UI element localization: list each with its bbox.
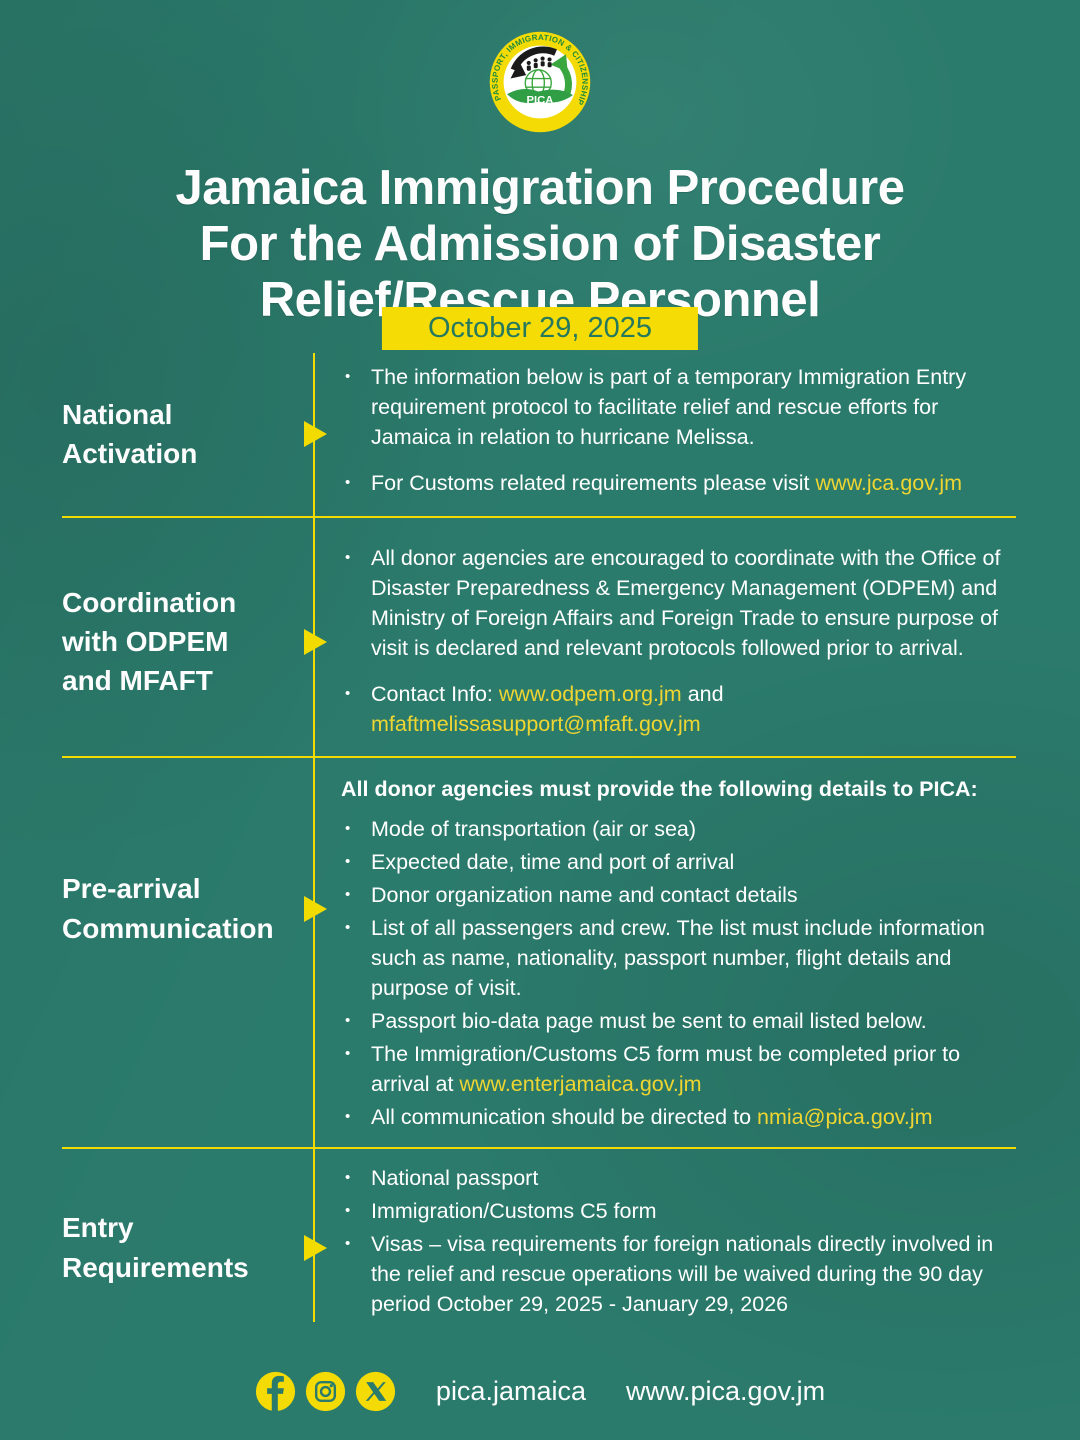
bullet-item: • Contact Info: www.odpem.org.jm and mfaf… [341, 679, 1012, 739]
body-text: Mode of transportation (air or sea) [371, 817, 697, 841]
page-title: Jamaica Immigration Procedure For the Ad… [175, 160, 905, 327]
bullet-item: • All communication should be directed to… [341, 1102, 1012, 1132]
body-text: Donor organization name and contact deta… [371, 883, 798, 907]
bullet-dot-icon: • [345, 1202, 351, 1219]
section-heading: Coordination with ODPEM and MFAFT [62, 586, 237, 697]
body-text: Expected date, time and port of arrival [371, 850, 735, 874]
bullet-dot-icon: • [345, 1235, 351, 1252]
section-heading: National Activation [62, 398, 198, 469]
bullet-item: • Expected date, time and port of arrival [341, 847, 1012, 877]
x-icon[interactable] [355, 1371, 396, 1412]
arrow-right-icon [304, 421, 327, 447]
section-1: Coordination with ODPEM and MFAFT • All do… [62, 518, 1016, 758]
body-text: The Immigration/Customs C5 form must be … [371, 1042, 961, 1096]
vertical-divider [313, 353, 315, 1322]
bullet-item: • Donor organization name and contact det… [341, 880, 1012, 910]
intro-text: All donor agencies must provide the foll… [341, 774, 1012, 804]
bullet-dot-icon: • [345, 1012, 351, 1029]
body-text: Visas – visa requirements for foreign na… [371, 1232, 994, 1316]
body-text: National passport [371, 1166, 539, 1190]
body-text: Contact Info: [371, 682, 499, 706]
bullet-item: • Immigration/Customs C5 form [341, 1196, 1012, 1226]
section-heading: Pre-arrival Communication [62, 873, 274, 944]
body-text: The information below is part of a tempo… [371, 365, 967, 449]
bullet-dot-icon: • [345, 549, 351, 566]
bullet-dot-icon: • [345, 685, 351, 702]
bullet-item: • National passport [341, 1163, 1012, 1193]
arrow-right-icon [304, 1234, 327, 1261]
body-text: For Customs related requirements please … [371, 471, 816, 495]
bullet-dot-icon: • [345, 368, 351, 385]
body-text: All donor agencies must provide the foll… [341, 777, 978, 801]
section-heading: Entry Requirements [62, 1212, 249, 1283]
body-text: and [681, 682, 724, 706]
bullet-dot-icon: • [345, 886, 351, 903]
body-text: Immigration/Customs C5 form [371, 1199, 657, 1223]
link-text[interactable]: www.odpem.org.jm [498, 682, 682, 706]
social-handle: pica.jamaica [435, 1376, 586, 1406]
bullet-dot-icon: • [345, 853, 351, 870]
svg-text:PICA: PICA [527, 95, 554, 107]
link-text[interactable]: mfaftmelissasupport@mfaft.gov.jm [371, 712, 701, 736]
bullet-dot-icon: • [345, 1045, 351, 1062]
section-0: National Activation • The information belo… [62, 353, 1016, 518]
date-badge: October 29, 2025 [381, 307, 699, 350]
link-text[interactable]: www.jca.gov.jm [815, 471, 963, 495]
section-2: Pre-arrival Communication All donor agenc… [62, 758, 1016, 1149]
bullet-dot-icon: • [345, 919, 351, 936]
body-text: All donor agencies are encouraged to coo… [371, 546, 1001, 660]
footer: pica.jamaica www.pica.gov.jm [0, 1371, 1080, 1412]
section-3: Entry Requirements • National passport • Imm… [62, 1149, 1016, 1332]
bullet-item: • Mode of transportation (air or sea) [341, 814, 1012, 844]
social-icons [255, 1371, 396, 1412]
bullet-item: • List of all passengers and crew. The li… [341, 913, 1012, 1003]
link-text[interactable]: www.enterjamaica.gov.jm [459, 1072, 702, 1096]
link-text[interactable]: nmia@pica.gov.jm [757, 1105, 933, 1129]
website-url[interactable]: www.pica.gov.jm [626, 1376, 826, 1406]
sections-container: National Activation • The information belo… [62, 353, 1016, 1332]
bullet-item: • For Customs related requirements please… [341, 468, 1012, 498]
instagram-icon[interactable] [305, 1371, 346, 1412]
pica-logo: PASSPORT, IMMIGRATION & CITIZENSHIP AGEN… [0, 30, 1080, 134]
bullet-dot-icon: • [345, 1169, 351, 1186]
arrow-right-icon [304, 895, 327, 922]
arrow-right-icon [304, 628, 327, 655]
bullet-dot-icon: • [345, 1108, 351, 1125]
bullet-item: • Passport bio-data page must be sent to … [341, 1006, 1012, 1036]
bullet-item: • All donor agencies are encouraged to co… [341, 543, 1012, 663]
bullet-dot-icon: • [345, 474, 351, 491]
bullet-dot-icon: • [345, 820, 351, 837]
body-text: All communication should be directed to [371, 1105, 758, 1129]
bullet-item: • The Immigration/Customs C5 form must be… [341, 1039, 1012, 1099]
bullet-item: • The information below is part of a temp… [341, 362, 1012, 452]
pica-logo-badge: PASSPORT, IMMIGRATION & CITIZENSHIP AGEN… [488, 30, 591, 133]
body-text: List of all passengers and crew. The lis… [371, 916, 985, 1000]
bullet-item: • Visas – visa requirements for foreign n… [341, 1229, 1012, 1319]
body-text: Passport bio-data page must be sent to e… [371, 1009, 927, 1033]
facebook-icon[interactable] [255, 1371, 296, 1412]
